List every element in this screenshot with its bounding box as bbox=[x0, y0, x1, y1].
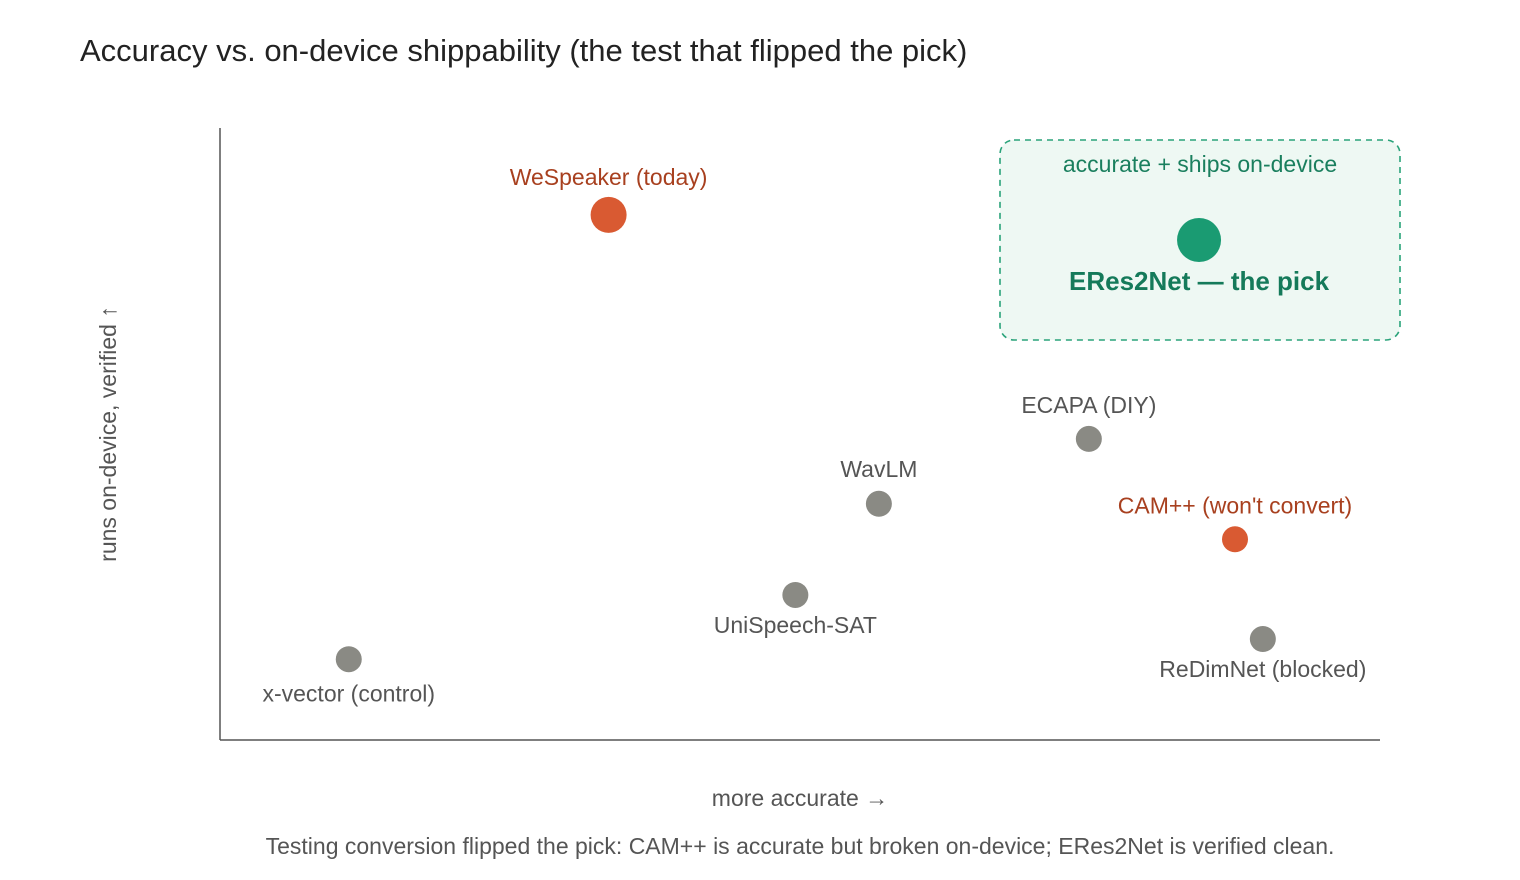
y-axis-label: runs on-device, verified ↑ bbox=[95, 306, 121, 562]
point bbox=[335, 646, 362, 673]
point-label: ReDimNet (blocked) bbox=[1159, 656, 1366, 682]
point-label: CAM++ (won't convert) bbox=[1118, 492, 1352, 518]
annotation: accurate + ships on-device bbox=[1063, 151, 1337, 177]
x-axis-label: more accurate → bbox=[712, 785, 888, 811]
point-label: ECAPA (DIY) bbox=[1021, 392, 1156, 418]
caption: Testing conversion flipped the pick: CAM… bbox=[266, 833, 1335, 859]
chart-title: Accuracy vs. on-device shippability (the… bbox=[80, 33, 967, 68]
point bbox=[782, 581, 809, 608]
point bbox=[590, 196, 627, 233]
point-label: WeSpeaker (today) bbox=[510, 164, 708, 190]
point bbox=[865, 490, 892, 517]
point-label: WavLM bbox=[840, 456, 917, 482]
point bbox=[1222, 526, 1248, 553]
point-label: x-vector (control) bbox=[262, 680, 435, 706]
point-label: ERes2Net — the pick bbox=[1069, 266, 1330, 296]
point bbox=[1249, 626, 1276, 653]
point bbox=[1177, 217, 1222, 262]
point bbox=[1075, 425, 1102, 452]
point-label: UniSpeech-SAT bbox=[714, 612, 877, 638]
